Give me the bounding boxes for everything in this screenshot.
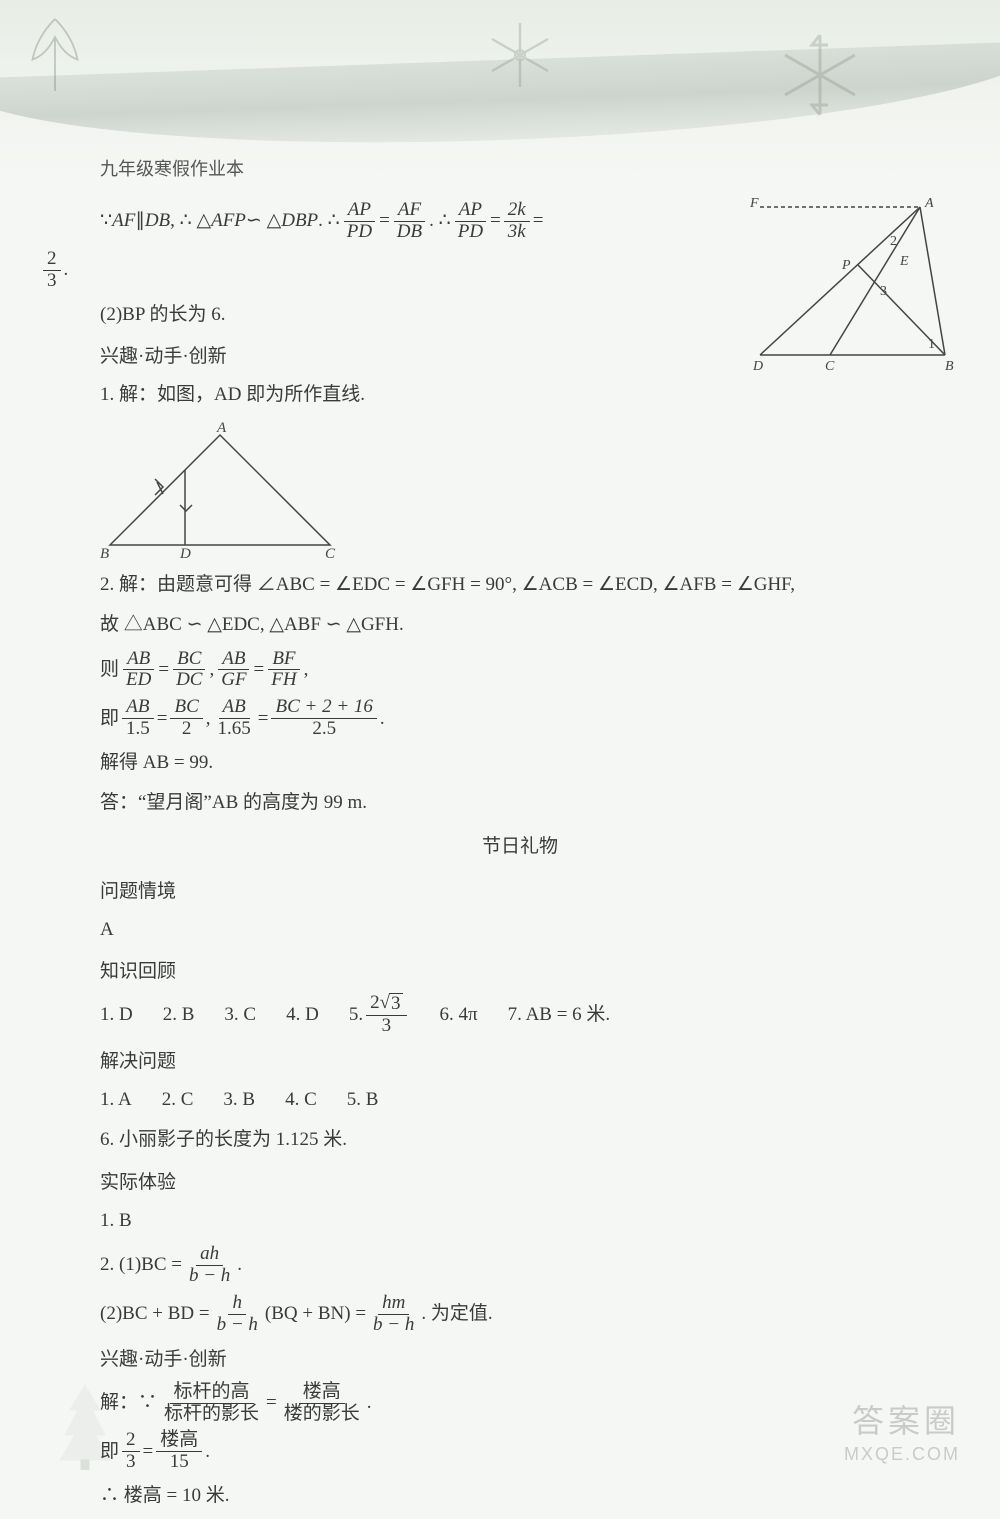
- equation-line: 则 ABED = BCDC , ABGF = BFFH ,: [100, 649, 940, 692]
- proof-line: ∵ AF ∥ DB , ∴ △ AFP ∽ △ DBP . ∴ APPD = A…: [100, 200, 940, 243]
- svg-text:C: C: [325, 546, 336, 560]
- watermark-main: 答案圈: [852, 1403, 960, 1439]
- answer-row: 1. D 2. B 3. C 4. D 5. 2√3 3 6. 4π 7. AB…: [100, 993, 940, 1037]
- answer-line: 1. B: [100, 1204, 940, 1238]
- equation-line: (2)BC + BD = hb − h (BQ + BN) = hmb − h …: [100, 1293, 940, 1336]
- subsection-heading: 问题情境: [100, 875, 940, 909]
- answer-with-fraction: 5. 2√3 3: [349, 993, 410, 1037]
- snowflake-icon: [770, 25, 870, 125]
- answer-row: 1. A 2. C 3. B 4. C 5. B: [100, 1083, 940, 1117]
- svg-text:B: B: [945, 359, 954, 374]
- watermark-sub: MXQE.COM: [844, 1444, 960, 1465]
- fraction-result: 23 .: [40, 249, 940, 292]
- text-line: 1. 解：如图，AD 即为所作直线.: [100, 378, 940, 412]
- equation-line: 即 23 = 楼高15 .: [100, 1430, 940, 1473]
- subsection-heading: 兴趣·动手·创新: [100, 1343, 940, 1377]
- text-line: 答：“望月阁”AB 的高度为 99 m.: [100, 786, 940, 820]
- main-content: ∵ AF ∥ DB , ∴ △ AFP ∽ △ DBP . ∴ APPD = A…: [100, 200, 940, 1519]
- svg-text:D: D: [179, 546, 191, 560]
- text-line: 6. 小丽影子的长度为 1.125 米.: [100, 1123, 940, 1157]
- svg-text:B: B: [100, 546, 109, 560]
- subsection-heading: 兴趣·动手·创新: [100, 340, 940, 374]
- text-line: 2. 解：由题意可得 ∠ABC = ∠EDC = ∠GFH = 90°, ∠AC…: [100, 568, 940, 602]
- equation-line: 解：∵ 标杆的高标杆的影长 = 楼高楼的影长 .: [100, 1382, 940, 1425]
- svg-text:A: A: [216, 420, 227, 436]
- equation-line: 即 AB1.5 = BC2 , AB1.65 = BC + 2 + 162.5 …: [100, 697, 940, 740]
- subsection-heading: 实际体验: [100, 1166, 940, 1200]
- triangle-diagram: A B C D: [100, 420, 340, 560]
- subsection-heading: 知识回顾: [100, 955, 940, 989]
- answer-line: A: [100, 913, 940, 947]
- text-line: ∴ 楼高 = 10 米.: [100, 1479, 940, 1513]
- section-title: 节日礼物: [100, 830, 940, 864]
- subsection-heading: 解决问题: [100, 1045, 940, 1079]
- leaf-decoration-icon: [10, 10, 100, 100]
- snowflake-icon: [480, 15, 560, 95]
- text-line: (2)BP 的长为 6.: [100, 298, 940, 332]
- text-line: 解得 AB = 99.: [100, 746, 940, 780]
- text-line: 故 △ABC ∽ △EDC, △ABF ∽ △GFH.: [100, 608, 940, 642]
- tree-decoration-icon: [50, 1380, 120, 1470]
- watermark: 答案圈 MXQE.COM: [844, 1396, 960, 1465]
- page-header-title: 九年级寒假作业本: [100, 155, 244, 181]
- equation-line: 2. (1)BC = ahb − h .: [100, 1244, 940, 1287]
